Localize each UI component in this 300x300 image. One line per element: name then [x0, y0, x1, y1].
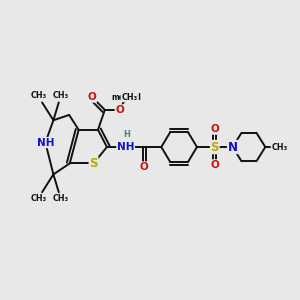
Text: S: S	[211, 140, 219, 154]
Text: N: N	[228, 140, 238, 154]
Text: CH₃: CH₃	[31, 194, 46, 203]
Text: CH₃: CH₃	[31, 92, 46, 100]
Text: O: O	[115, 105, 124, 115]
Text: H: H	[124, 130, 130, 139]
Text: NH: NH	[117, 142, 134, 152]
Text: CH₃: CH₃	[53, 194, 69, 203]
Text: NH: NH	[37, 138, 54, 148]
Text: O: O	[210, 160, 219, 170]
Text: CH₃: CH₃	[271, 142, 287, 152]
Text: CH₃: CH₃	[53, 92, 69, 100]
Text: S: S	[89, 157, 98, 170]
Text: O: O	[88, 92, 96, 102]
Text: O: O	[139, 162, 148, 172]
Text: CH₃: CH₃	[121, 93, 137, 102]
Text: methyl: methyl	[111, 93, 141, 102]
Text: O: O	[210, 124, 219, 134]
